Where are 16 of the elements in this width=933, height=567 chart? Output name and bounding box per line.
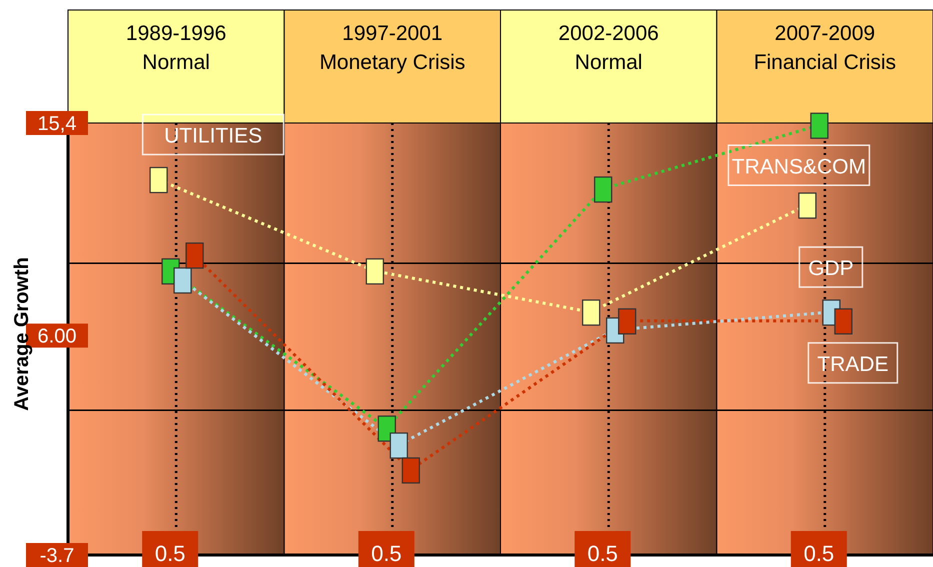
y-axis-title: Average Growth [11,257,33,411]
y-tick-label: -3.7 [40,545,74,567]
x-tick-label: 0.5 [804,541,834,566]
series-label: GDP [808,257,854,280]
text: 1989-1996 Normal [126,22,226,74]
text: 2002-2006 Normal [558,22,659,74]
x-tick-label: 0.5 [154,541,186,566]
series-label: TRADE [817,352,888,376]
series-label: TRANS&COM [732,155,866,178]
y-tick-label: 15,4 [38,113,76,135]
x-tick-label: 0.5 [587,541,618,566]
text: 2007-2009 Financial Crisis [754,22,896,74]
y-tick-label: 6.00 [38,326,76,348]
series-label: UTILITIES [164,124,262,148]
text: 1997-2001 Monetary Crisis [319,22,466,74]
x-tick-label: 0.5 [371,541,402,566]
